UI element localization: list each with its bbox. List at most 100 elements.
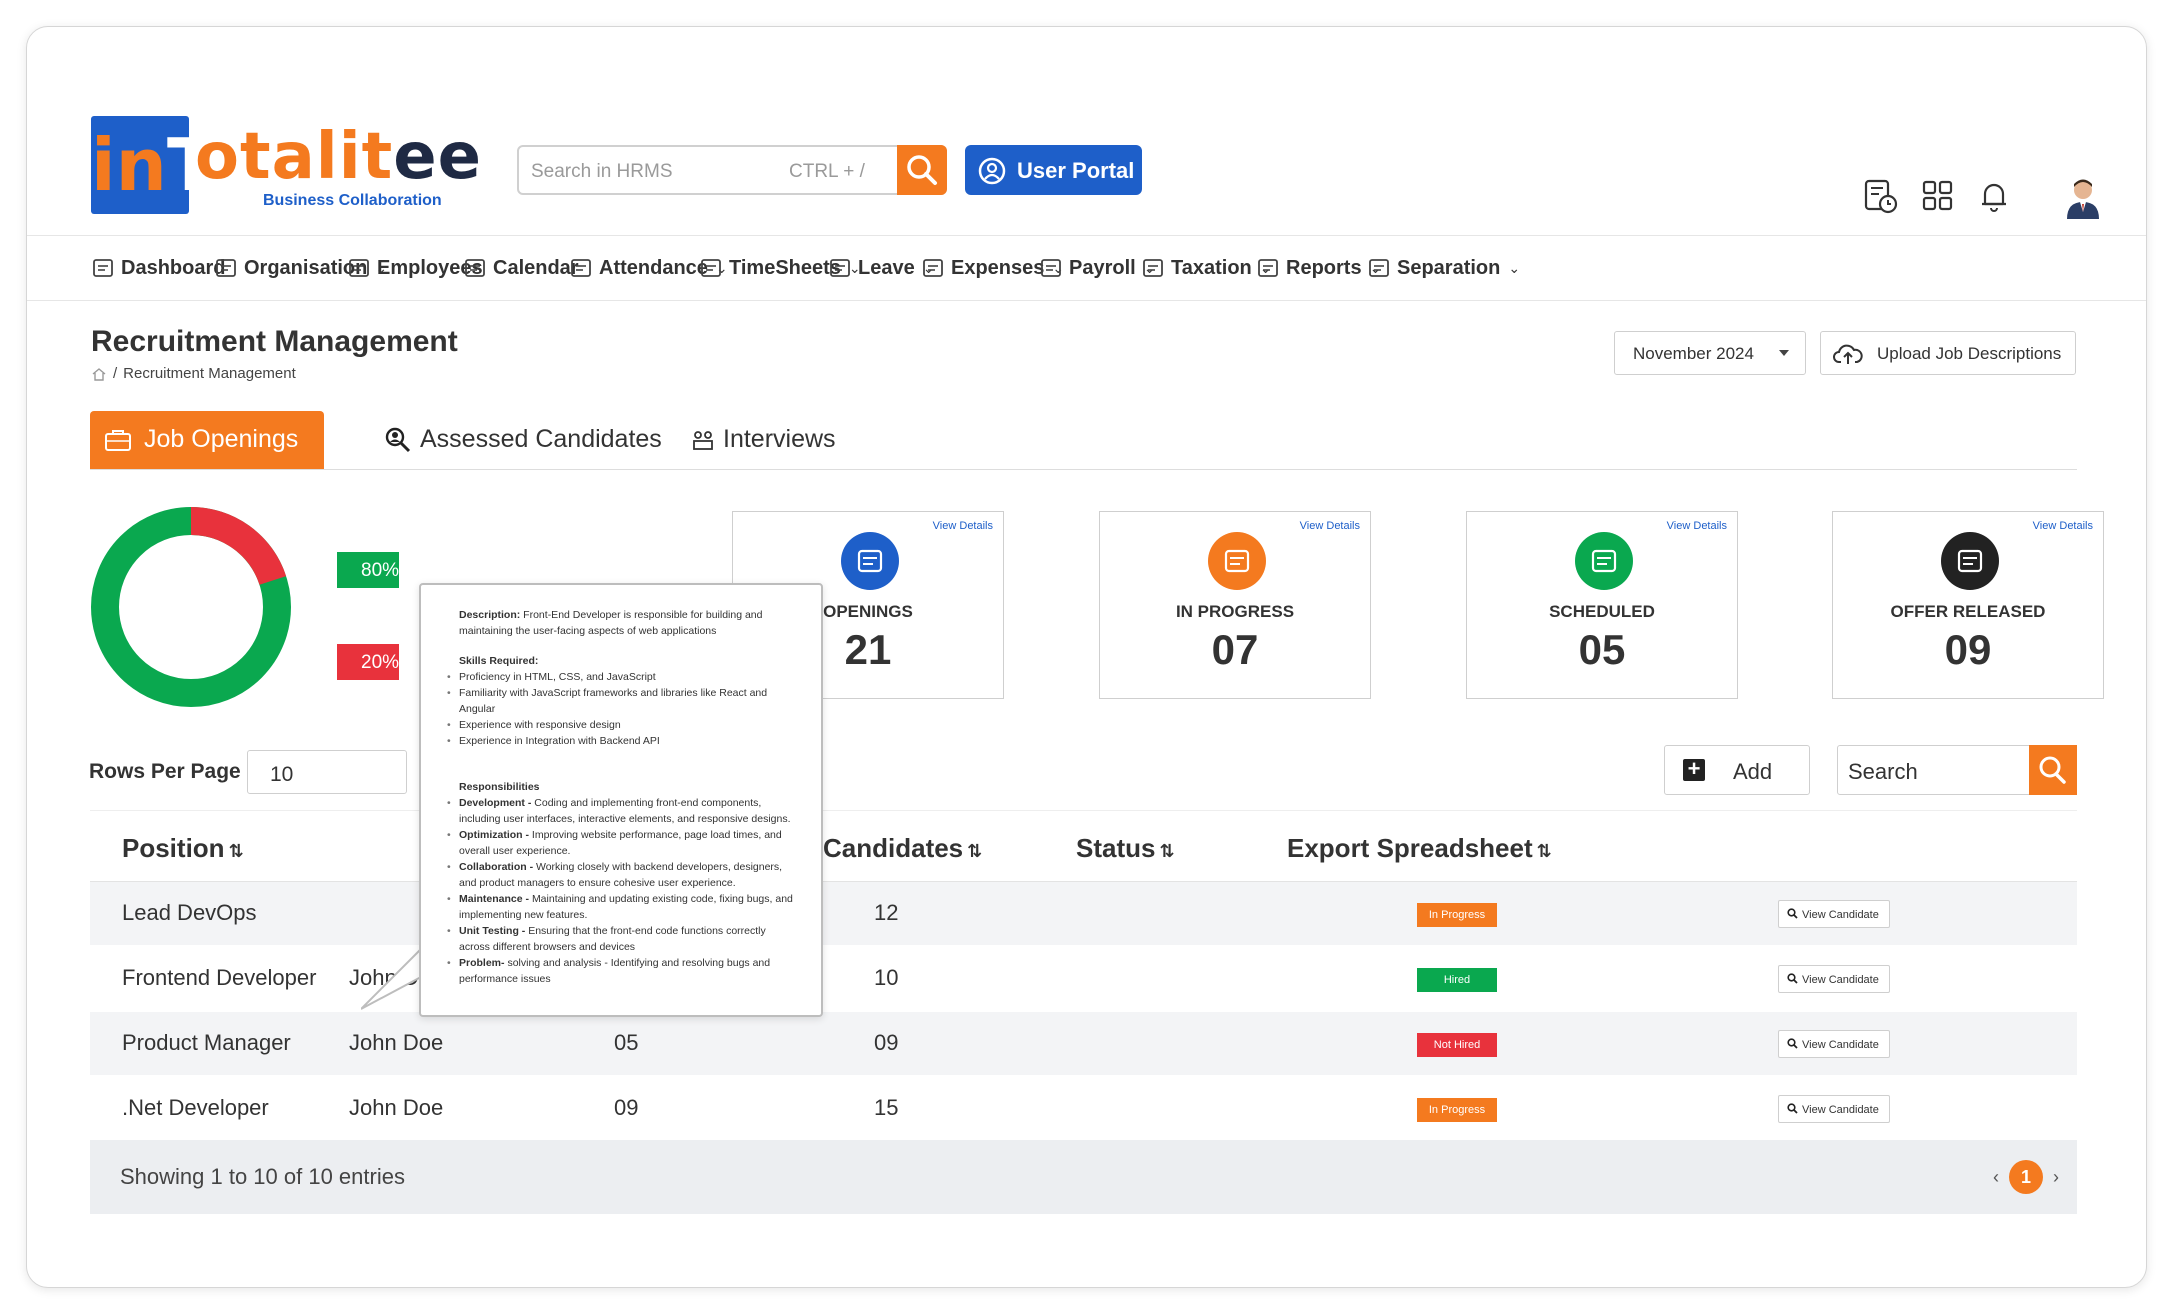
col-position[interactable]: Position ⇅ (122, 833, 244, 863)
logo-word: otalitee (195, 120, 483, 194)
responsibilities-list: Development - Coding and implementing fr… (447, 795, 799, 987)
search-button[interactable] (897, 145, 947, 195)
upload-job-descriptions-button[interactable]: Upload Job Descriptions (1820, 331, 2076, 375)
nav-item-payroll[interactable]: Payroll ⌄ (1039, 256, 1155, 280)
upload-label: Upload Job Descriptions (1877, 344, 2062, 363)
breadcrumb-current: Recruitment Management (123, 365, 296, 382)
table-row[interactable]: .Net Developer John Doe 09 15 In Progress Vie… (90, 1077, 2077, 1140)
responsibility-item: Collaboration - Working closely with bac… (447, 859, 799, 891)
view-details-link[interactable]: View Details (1666, 520, 1727, 532)
view-details-link[interactable]: View Details (2032, 520, 2093, 532)
view-candidate-button[interactable]: View Candidate (1778, 1030, 1890, 1058)
view-candidate-button[interactable]: View Candidate (1778, 965, 1890, 993)
add-button[interactable]: + Add (1664, 745, 1810, 795)
calendar-icon (465, 259, 485, 277)
search-shortcut-hint: CTRL + / (789, 161, 865, 182)
dashboard-icon (93, 259, 113, 277)
nav-item-expenses[interactable]: Expenses ⌄ (921, 256, 1064, 280)
hrms-search[interactable]: Search in HRMS CTRL + / (517, 145, 947, 195)
home-icon[interactable] (91, 367, 107, 381)
table-search[interactable]: Search (1837, 745, 2077, 795)
view-candidate-label: View Candidate (1802, 1104, 1879, 1116)
nav-item-calendar[interactable]: Calendar (463, 256, 587, 280)
nav-item-organisation[interactable]: Organisation ⌄ (214, 256, 387, 280)
view-details-link[interactable]: View Details (1299, 520, 1360, 532)
nav-label: Attendance (599, 256, 708, 279)
user-avatar[interactable] (2061, 175, 2105, 219)
next-page-button[interactable]: › (2053, 1166, 2059, 1187)
skill-item: Experience with responsive design (447, 717, 799, 733)
timesheet-clock-icon[interactable] (1861, 177, 1899, 215)
search-icon (1787, 973, 1798, 984)
col-export-spreadsheet[interactable]: Export Spreadsheet ⇅ (1287, 833, 1552, 863)
tab-interviews[interactable]: Interviews (691, 425, 836, 454)
popup-description: Description: Front-End Developer is resp… (459, 609, 763, 637)
cell-position: .Net Developer (122, 1095, 269, 1120)
table-row[interactable]: Product Manager John Doe 05 09 Not Hired View… (90, 1012, 2077, 1075)
nav-item-reports[interactable]: Reports ⌄ (1256, 256, 1381, 280)
nav-item-leave[interactable]: Leave ⌄ (828, 256, 934, 280)
nav-item-attendance[interactable]: Attendance ⌄ (569, 256, 728, 280)
responsibility-item: Development - Coding and implementing fr… (447, 795, 799, 827)
sort-icon[interactable]: ⇅ (1536, 841, 1552, 861)
page-title: Recruitment Management (91, 325, 458, 358)
stat-card-in-progress: View Details IN PROGRESS 07 (1099, 511, 1371, 699)
tab-assessed-candidates[interactable]: Assessed Candidates (384, 425, 662, 454)
sort-icon[interactable]: ⇅ (967, 841, 983, 861)
popup-responsibilities-title: Responsibilities (459, 781, 540, 793)
popup-skills-title: Skills Required: (459, 655, 539, 667)
search-input[interactable]: Search in HRMS (531, 161, 673, 182)
nav-item-employees[interactable]: Employees (347, 256, 491, 280)
status-badge: Hired (1417, 968, 1497, 992)
nav-label: Dashboard (121, 256, 226, 279)
col-candidates[interactable]: Candidates ⇅ (823, 833, 983, 863)
skills-list: Proficiency in HTML, CSS, and JavaScript… (447, 669, 799, 749)
prev-page-button[interactable]: ‹ (1993, 1166, 1999, 1187)
cell-position: Frontend Developer (122, 965, 317, 990)
stat-value: 05 (1578, 626, 1626, 673)
view-candidate-button[interactable]: View Candidate (1778, 900, 1890, 928)
logo-tagline: Business Collaboration (263, 192, 442, 209)
view-candidate-label: View Candidate (1802, 1039, 1879, 1051)
month-select[interactable]: November 2024 (1614, 331, 1806, 375)
table-search-button[interactable] (2029, 745, 2077, 795)
stat-label: OPENINGS (823, 602, 913, 621)
rows-per-page-select[interactable]: 10 (247, 750, 407, 794)
chevron-down-icon: ⌄ (1259, 259, 1272, 276)
sort-icon[interactable]: ⇅ (1159, 841, 1175, 861)
col-status[interactable]: Status ⇅ (1076, 833, 1175, 863)
cell-openings: 05 (614, 1030, 639, 1055)
view-candidate-button[interactable]: View Candidate (1778, 1095, 1890, 1123)
hiring-donut-chart (91, 507, 291, 707)
user-portal-button[interactable]: User Portal (965, 145, 1142, 195)
view-details-link[interactable]: View Details (932, 520, 993, 532)
pagination: ‹ 1 › (1993, 1160, 2059, 1194)
nav-label: TimeSheets (729, 256, 841, 279)
chevron-down-icon: ⌄ (1369, 259, 1382, 276)
sort-icon[interactable]: ⇅ (228, 841, 244, 861)
table-search-input[interactable]: Search (1848, 759, 1918, 784)
cell-openings: 09 (614, 1095, 639, 1120)
user-portal-icon (978, 157, 1006, 185)
nav-item-taxation[interactable]: Taxation ⌄ (1141, 256, 1272, 280)
nav-label: Calendar (493, 256, 579, 279)
tab-job-openings[interactable]: Job Openings (90, 411, 324, 469)
nav-label: Separation (1397, 256, 1501, 279)
chevron-down-icon: ⌄ (922, 259, 935, 276)
nav-item-separation[interactable]: Separation ⌄ (1367, 256, 1520, 280)
interviews-icon (693, 430, 713, 450)
cell-manager: John Doe (349, 1030, 444, 1055)
popup-pointer (361, 948, 422, 1010)
bell-icon[interactable] (1975, 177, 2013, 215)
skill-item: Proficiency in HTML, CSS, and JavaScript (447, 669, 799, 685)
page-1-button[interactable]: 1 (2009, 1160, 2043, 1194)
nav-item-timesheets[interactable]: TimeSheets ⌄ (699, 256, 861, 280)
month-value: November 2024 (1633, 344, 1754, 363)
red-percent-badge: 20% (337, 644, 399, 680)
nav-item-dashboard[interactable]: Dashboard (91, 256, 233, 280)
offer-released-icon (1941, 532, 1999, 590)
brand-logo[interactable]: inT otalitee Business Collaboration (91, 116, 481, 216)
nav-label: Employees (377, 256, 483, 279)
apps-grid-icon[interactable] (1919, 177, 1957, 215)
